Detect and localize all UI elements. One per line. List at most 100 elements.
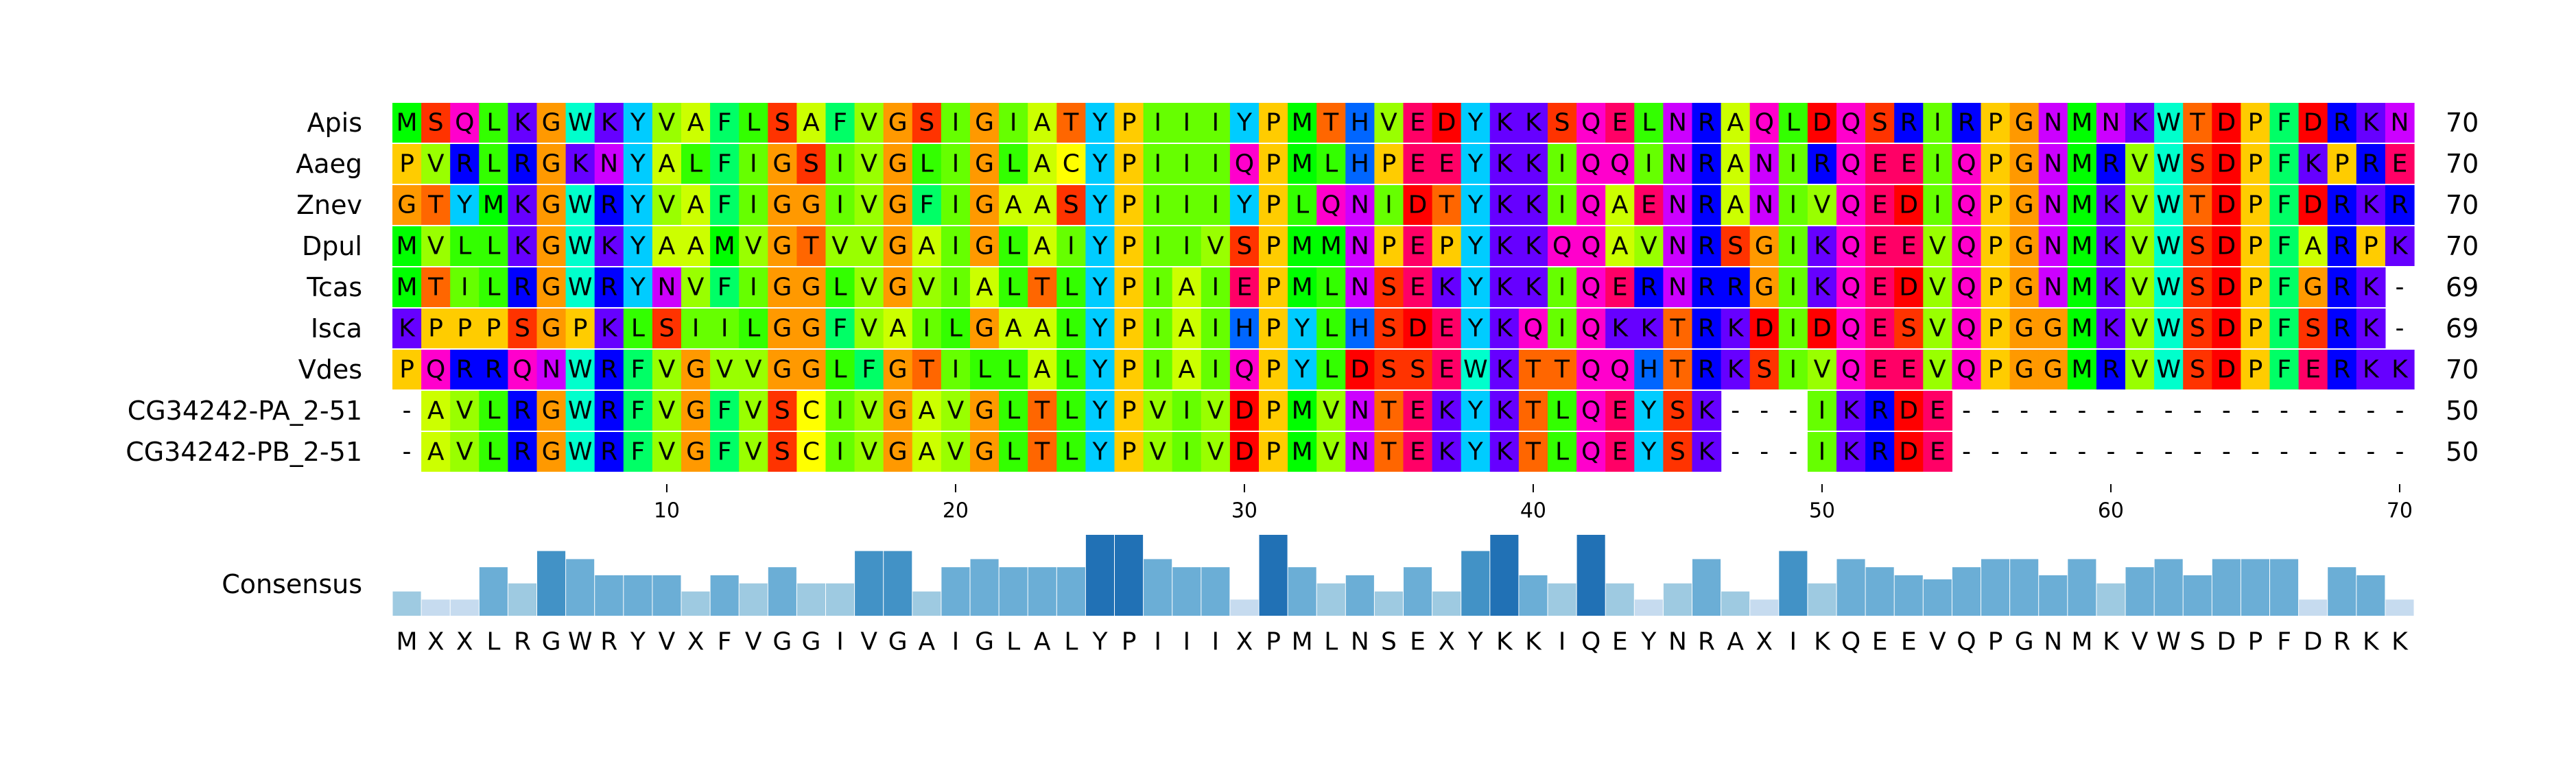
residue-letter: Q xyxy=(1581,274,1600,302)
residue-letter: S xyxy=(2190,274,2206,302)
residue-letter: V xyxy=(456,438,473,466)
residue-cell xyxy=(1605,144,1635,184)
residue-letter: V xyxy=(456,397,473,425)
residue-letter: I xyxy=(952,191,960,219)
residue-letter: Q xyxy=(1957,232,1976,261)
residue-cell xyxy=(1576,432,1606,472)
residue-letter: Y xyxy=(1467,274,1484,302)
residue-cell xyxy=(565,309,595,348)
residue-cell xyxy=(941,350,971,389)
residue-cell xyxy=(1432,185,1462,225)
residue-letter: L xyxy=(1324,315,1338,343)
residue-cell xyxy=(2125,103,2155,143)
residue-letter: I xyxy=(1212,356,1220,384)
residue-letter: P xyxy=(2335,150,2350,178)
residue-cell xyxy=(2154,144,2184,184)
residue-cell xyxy=(2009,144,2040,184)
residue-cell xyxy=(710,144,740,184)
consensus-letter: N xyxy=(1351,628,1369,656)
conservation-bar xyxy=(1259,535,1288,616)
residue-letter: P xyxy=(1122,356,1137,384)
residue-letter: P xyxy=(457,315,472,343)
residue-cell xyxy=(1865,103,1895,143)
residue-cell xyxy=(1663,226,1693,266)
residue-letter: M xyxy=(2071,315,2092,343)
residue-letter: P xyxy=(1122,109,1137,137)
residue-cell xyxy=(508,226,538,266)
residue-letter: G xyxy=(801,274,820,302)
residue-letter: R xyxy=(1698,232,1715,261)
residue-letter: Y xyxy=(1467,109,1484,137)
residue-cell xyxy=(2327,103,2357,143)
residue-letter: M xyxy=(1292,397,1313,425)
residue-letter: I xyxy=(1212,274,1220,302)
gap-glyph: - xyxy=(2193,397,2202,425)
residue-cell xyxy=(883,432,913,472)
residue-letter: L xyxy=(1642,109,1655,137)
residue-letter: M xyxy=(2071,356,2092,384)
residue-letter: W xyxy=(568,191,593,219)
residue-letter: G xyxy=(397,191,416,219)
residue-cell xyxy=(1345,144,1375,184)
residue-letter: Q xyxy=(1841,191,1860,219)
residue-cell xyxy=(1316,267,1346,307)
consensus-letter: V xyxy=(2131,628,2149,656)
residue-letter: R xyxy=(2391,191,2408,219)
residue-letter: Y xyxy=(1467,315,1484,343)
residue-letter: V xyxy=(860,109,877,137)
residue-letter: G xyxy=(975,109,994,137)
residue-letter: M xyxy=(2071,232,2092,261)
residue-letter: I xyxy=(1559,150,1566,178)
residue-letter: P xyxy=(2248,356,2263,384)
consensus-letter: L xyxy=(1064,628,1078,656)
residue-cell xyxy=(1605,226,1635,266)
residue-cell xyxy=(999,391,1028,431)
residue-letter: E xyxy=(1872,191,1888,219)
residue-letter: W xyxy=(568,397,593,425)
residue-letter: I xyxy=(1819,397,1826,425)
residue-letter: Q xyxy=(1235,150,1254,178)
residue-letter: D xyxy=(1408,191,1428,219)
residue-letter: G xyxy=(542,397,561,425)
residue-cell xyxy=(1692,432,1722,472)
residue-cell xyxy=(652,309,682,348)
residue-cell xyxy=(1692,226,1722,266)
residue-cell xyxy=(1316,144,1346,184)
residue-cell xyxy=(796,350,827,389)
residue-letter: G xyxy=(975,232,994,261)
residue-cell xyxy=(1836,350,1866,389)
residue-cell xyxy=(565,432,595,472)
conservation-bar xyxy=(1316,583,1345,616)
residue-cell xyxy=(1028,350,1057,389)
residue-cell xyxy=(508,391,538,431)
consensus-letter: W xyxy=(2156,628,2181,656)
residue-letter: R xyxy=(2333,356,2350,384)
residue-letter: I xyxy=(1559,315,1566,343)
residue-cell xyxy=(1316,432,1346,472)
consensus-letter: A xyxy=(1727,628,1744,656)
residue-letter: Y xyxy=(630,150,646,178)
residue-cell xyxy=(854,144,884,184)
residue-letter: S xyxy=(1063,191,1079,219)
residue-letter: P xyxy=(573,315,588,343)
residue-cell xyxy=(1345,185,1375,225)
residue-cell xyxy=(392,309,422,348)
residue-cell xyxy=(768,103,797,143)
residue-cell xyxy=(421,391,451,431)
residue-letter: S xyxy=(428,109,444,137)
residue-letter: N xyxy=(1755,191,1773,219)
residue-letter: L xyxy=(486,438,500,466)
residue-letter: C xyxy=(1063,150,1080,178)
residue-cell xyxy=(1981,267,2011,307)
residue-cell xyxy=(1634,267,1664,307)
consensus-letter: R xyxy=(1698,628,1715,656)
residue-letter: S xyxy=(1901,315,1917,343)
residue-cell xyxy=(421,350,451,389)
gap-glyph: - xyxy=(2395,315,2404,343)
conservation-bar xyxy=(2241,559,2269,616)
residue-cell xyxy=(1663,391,1693,431)
residue-cell xyxy=(2067,185,2097,225)
residue-cell xyxy=(1201,185,1231,225)
residue-letter: K xyxy=(1496,232,1513,261)
residue-cell xyxy=(2298,350,2328,389)
